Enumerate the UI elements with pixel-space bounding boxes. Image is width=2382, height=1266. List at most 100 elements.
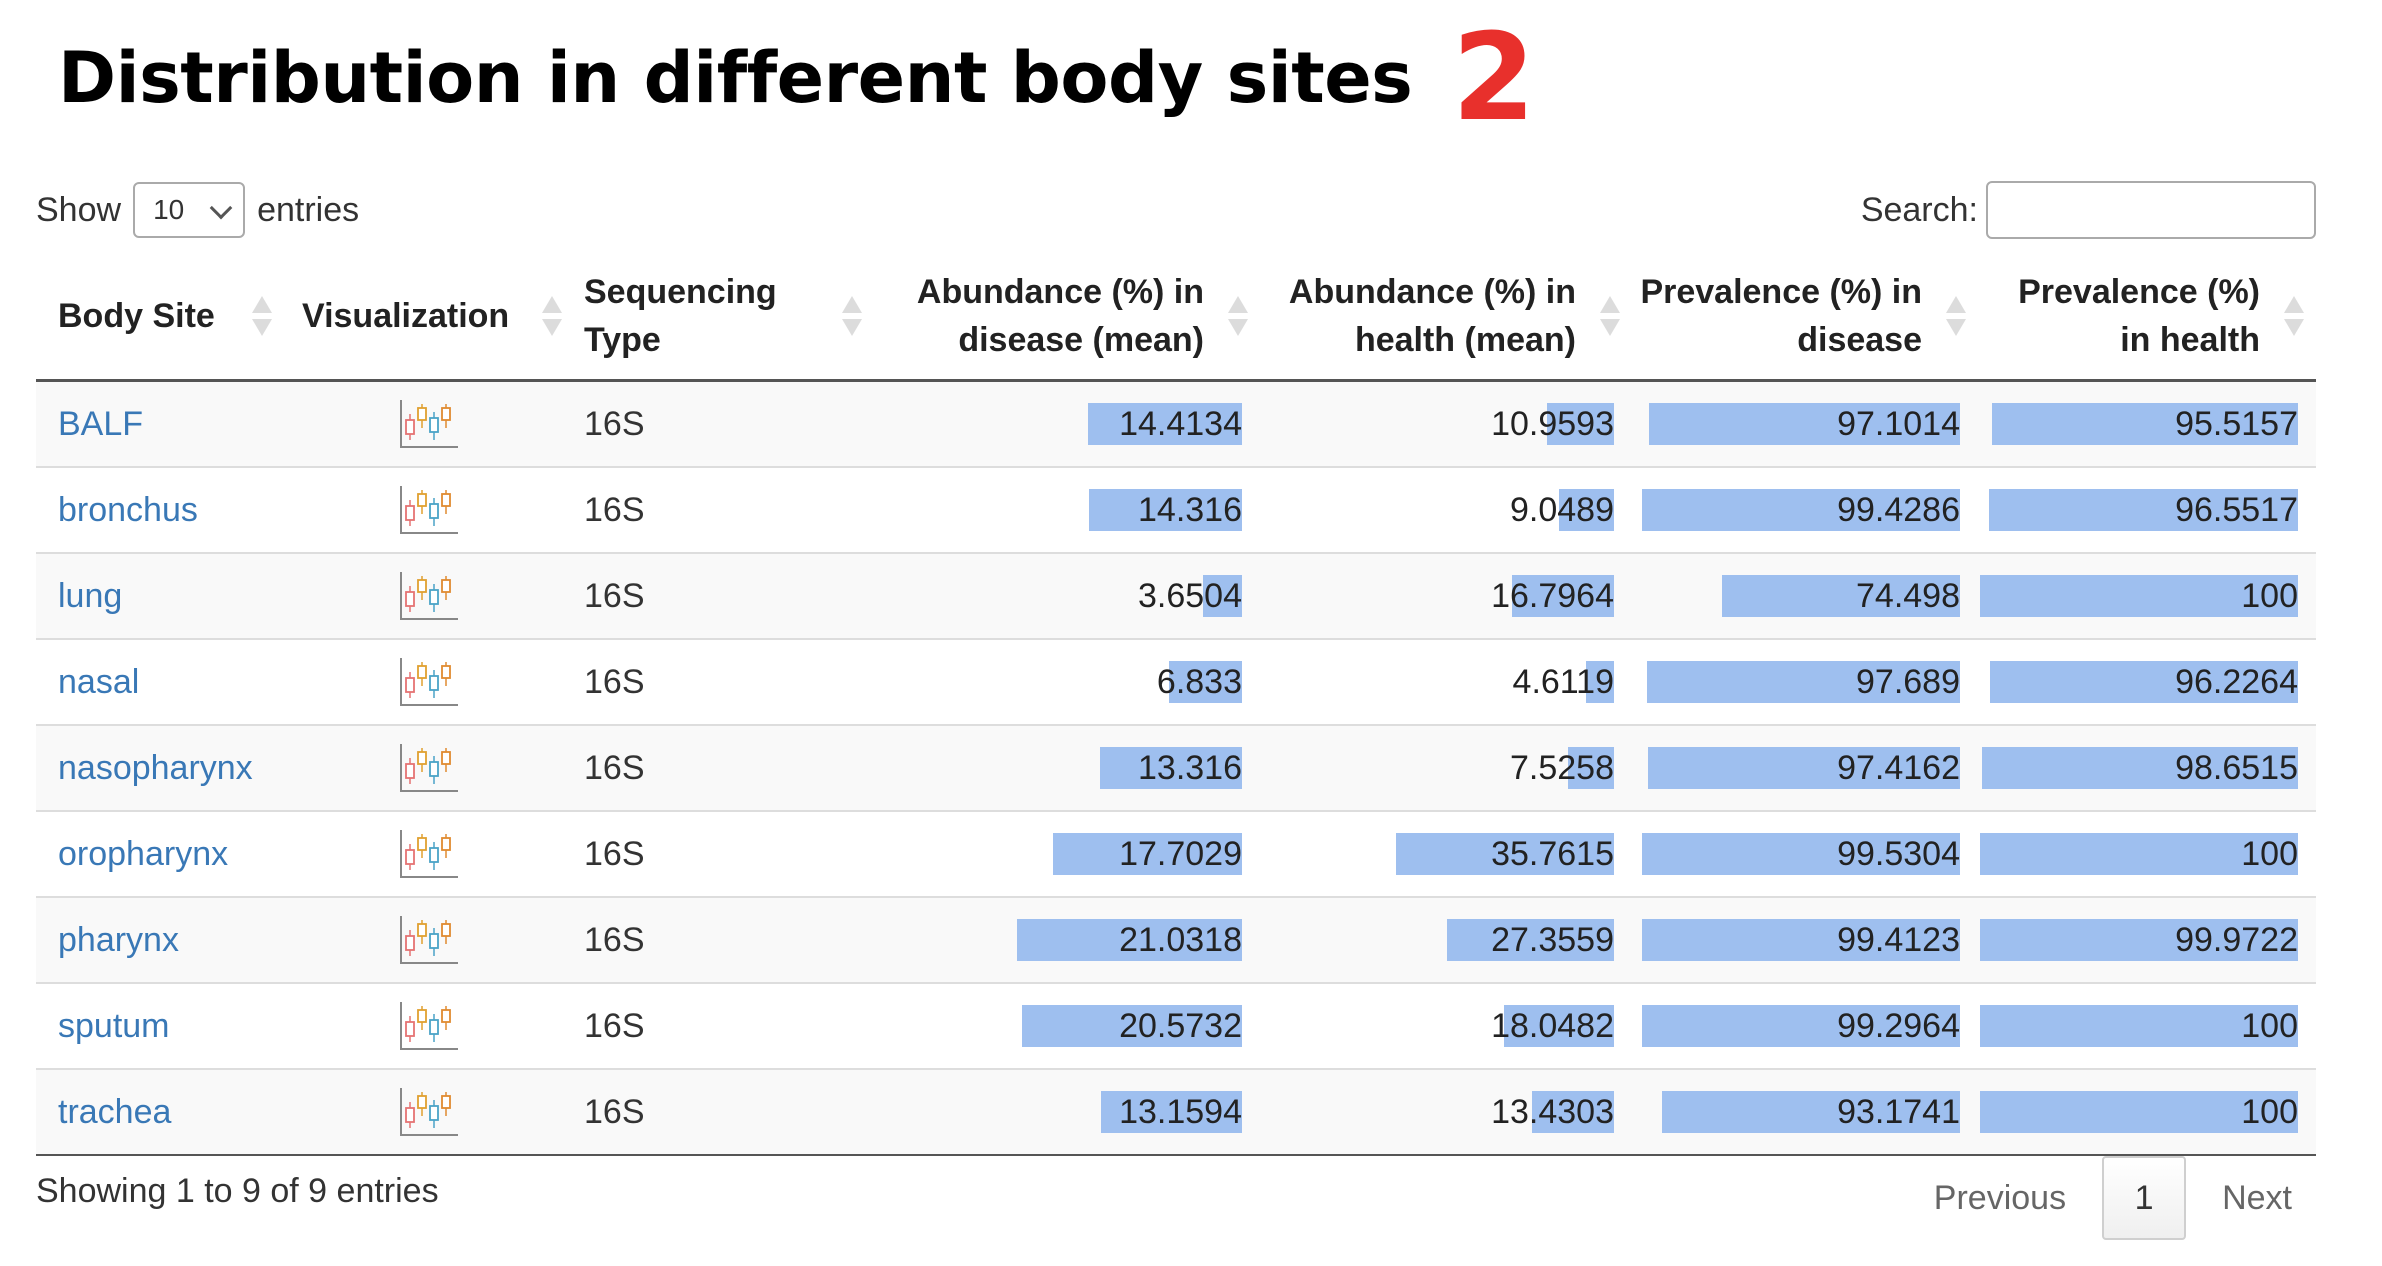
body-site-link[interactable]: bronchus [58, 490, 198, 529]
cell-value: 13.4303 [1491, 1092, 1614, 1131]
boxplot-icon[interactable] [398, 656, 460, 708]
boxplot-icon[interactable] [398, 828, 460, 880]
body-site-link[interactable]: nasopharynx [58, 748, 253, 787]
next-button[interactable]: Next [2222, 1178, 2292, 1217]
boxplot-icon[interactable] [398, 570, 460, 622]
value-bar [1980, 1005, 2298, 1047]
table-row: trachea 16S 13.1594 13.4303 93.1741 100 [36, 1068, 2316, 1156]
cell-body-site: lung [36, 552, 284, 639]
cell-value: 97.689 [1856, 662, 1960, 701]
column-header-abundance-health[interactable]: Abundance (%) in health (mean) [1260, 252, 1632, 382]
cell-abund-health: 9.0489 [1260, 466, 1632, 553]
page-title: Distribution in different body sites [58, 37, 1413, 119]
cell-abund-health: 4.6119 [1260, 638, 1632, 725]
cell-value: 100 [2241, 1006, 2298, 1045]
boxplot-icon[interactable] [398, 398, 460, 450]
value-bar [1585, 661, 1614, 703]
body-site-link[interactable]: sputum [58, 1006, 170, 1045]
cell-value: 99.2964 [1837, 1006, 1960, 1045]
page-length-value: 10 [153, 194, 185, 225]
sort-icon [1228, 295, 1248, 337]
entries-label: entries [257, 190, 360, 229]
table-row: nasopharynx 16S 13.316 7.5258 97.4162 98.6515 [36, 724, 2316, 811]
pagination: Previous 1 Next [1908, 1154, 2318, 1242]
cell-abund-disease: 20.5732 [874, 982, 1260, 1069]
cell-prev-health: 99.9722 [1978, 896, 2316, 983]
cell-value: 10.9593 [1491, 404, 1614, 443]
body-site-link[interactable]: trachea [58, 1092, 172, 1131]
column-header-prevalence-disease[interactable]: Prevalence (%) in disease [1632, 252, 1978, 382]
show-label: Show [36, 190, 122, 229]
cell-prev-disease: 99.4286 [1632, 466, 1978, 553]
cell-prev-disease: 99.4123 [1632, 896, 1978, 983]
cell-abund-disease: 14.4134 [874, 380, 1260, 467]
cell-value: 99.5304 [1837, 834, 1960, 873]
cell-visualization [284, 380, 574, 467]
cell-prev-disease: 97.689 [1632, 638, 1978, 725]
cell-value: 99.4286 [1837, 490, 1960, 529]
value-bar [1099, 747, 1242, 789]
cell-body-site: pharynx [36, 896, 284, 983]
body-site-link[interactable]: oropharynx [58, 834, 229, 873]
value-bar [1395, 833, 1614, 875]
value-bar [1511, 575, 1614, 617]
value-bar [1088, 489, 1242, 531]
value-bar [1547, 403, 1614, 445]
cell-abund-disease: 21.0318 [874, 896, 1260, 983]
cell-abund-disease: 14.316 [874, 466, 1260, 553]
value-bar [1641, 833, 1960, 875]
cell-abund-disease: 13.316 [874, 724, 1260, 811]
search-input[interactable] [1986, 181, 2316, 239]
value-bar [1641, 489, 1960, 531]
column-header-sequencing-type[interactable]: Sequencing Type [574, 252, 874, 382]
boxplot-icon[interactable] [398, 484, 460, 536]
cell-visualization [284, 1068, 574, 1156]
column-header-label: Body Site [58, 296, 215, 335]
cell-prev-health: 100 [1978, 552, 2316, 639]
cell-abund-health: 27.3559 [1260, 896, 1632, 983]
column-header-prevalence-health[interactable]: Prevalence (%) in health [1978, 252, 2316, 382]
column-header-visualization[interactable]: Visualization [284, 252, 574, 382]
cell-body-site: oropharynx [36, 810, 284, 897]
cell-value: 74.498 [1856, 576, 1960, 615]
cell-value: 100 [2241, 834, 2298, 873]
column-header-label: Abundance (%) in disease (mean) [916, 272, 1204, 359]
previous-button[interactable]: Previous [1933, 1178, 2067, 1217]
cell-abund-health: 35.7615 [1260, 810, 1632, 897]
table-row: lung 16S 3.6504 16.7964 74.498 100 [36, 552, 2316, 639]
cell-body-site: trachea [36, 1068, 284, 1156]
boxplot-icon[interactable] [398, 1086, 460, 1138]
data-table: Body Site Visualization Sequencing Type … [36, 252, 2316, 1156]
cell-visualization [284, 982, 574, 1069]
cell-value: 6.833 [1156, 662, 1242, 701]
annotation-number: 2 [1452, 9, 1536, 148]
value-bar [1087, 403, 1242, 445]
body-site-link[interactable]: nasal [58, 662, 140, 701]
cell-value: 97.4162 [1837, 748, 1960, 787]
page-length-select[interactable]: 10 [133, 182, 246, 238]
cell-prev-disease: 99.2964 [1632, 982, 1978, 1069]
boxplot-icon[interactable] [398, 914, 460, 966]
boxplot-icon[interactable] [398, 742, 460, 794]
cell-value: 4.6119 [1512, 662, 1614, 701]
body-site-link[interactable]: pharynx [58, 920, 179, 959]
sort-icon [252, 295, 272, 337]
value-bar [1980, 919, 2298, 961]
cell-value: 93.1741 [1837, 1092, 1960, 1131]
value-bar [1980, 575, 2298, 617]
cell-prev-health: 98.6515 [1978, 724, 2316, 811]
table-row: bronchus 16S 14.316 9.0489 99.4286 96.5517 [36, 466, 2316, 553]
body-site-link[interactable]: lung [58, 576, 123, 615]
page-1-button[interactable]: 1 [2102, 1156, 2187, 1240]
sort-icon [2284, 295, 2304, 337]
boxplot-icon[interactable] [398, 1000, 460, 1052]
column-header-body-site[interactable]: Body Site [36, 252, 284, 382]
cell-prev-disease: 97.1014 [1632, 380, 1978, 467]
cell-prev-health: 96.2264 [1978, 638, 2316, 725]
column-header-label: Sequencing Type [584, 272, 777, 359]
value-bar [1447, 919, 1614, 961]
cell-value: 99.9722 [2175, 920, 2298, 959]
value-bar [1016, 919, 1242, 961]
column-header-abundance-disease[interactable]: Abundance (%) in disease (mean) [874, 252, 1260, 382]
body-site-link[interactable]: BALF [58, 404, 144, 443]
